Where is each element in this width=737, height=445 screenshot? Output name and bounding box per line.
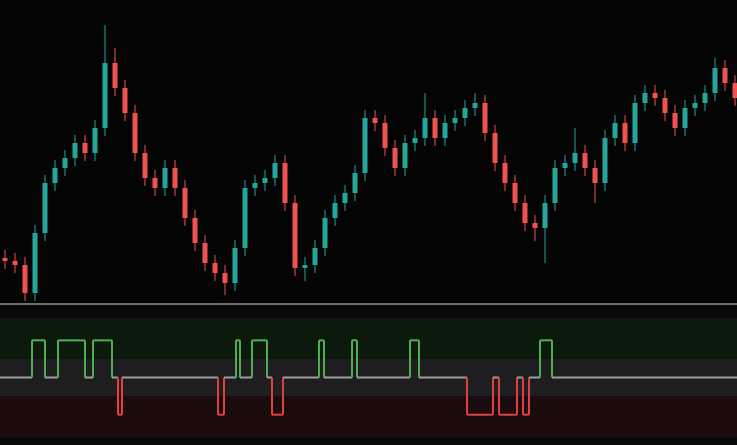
candle-body (302, 265, 308, 268)
candle-body (662, 98, 668, 113)
candle-body (612, 123, 618, 138)
candle-body (502, 163, 508, 183)
candle-body (262, 178, 268, 183)
candle-body (232, 248, 238, 283)
candle-body (692, 103, 698, 108)
candle-body (282, 163, 288, 203)
candle-body (42, 183, 48, 233)
candle-body (72, 143, 78, 158)
candle-body (192, 218, 198, 243)
candle-body (342, 193, 348, 203)
zone-band (0, 396, 737, 437)
candle-body (12, 261, 18, 265)
candle-body (182, 188, 188, 218)
candle-body (382, 123, 388, 148)
candle-body (582, 153, 588, 168)
candle-body (252, 183, 258, 188)
candle-body (332, 203, 338, 218)
candle-body (122, 88, 128, 113)
candle-body (562, 163, 568, 168)
candle-body (672, 113, 678, 128)
candle-body (152, 178, 158, 188)
candle-body (492, 133, 498, 163)
candle-body (142, 153, 148, 178)
candle-body (542, 203, 548, 228)
candle-body (442, 123, 448, 138)
candle-body (512, 183, 518, 203)
candle-body (572, 153, 578, 163)
candle-body (362, 118, 368, 173)
candle-body (682, 108, 688, 128)
candle-body (462, 108, 468, 118)
candle-body (482, 103, 488, 133)
candle-body (702, 93, 708, 103)
candle-body (312, 248, 318, 265)
candle-body (452, 118, 458, 123)
candle-body (212, 263, 218, 273)
candle-body (162, 168, 168, 188)
candle-body (222, 273, 228, 283)
candle-body (2, 258, 8, 261)
candle-body (722, 68, 728, 83)
candle-body (322, 218, 328, 248)
candle-body (22, 265, 28, 293)
candle-body (172, 168, 178, 188)
candle-body (112, 63, 118, 88)
candle-body (652, 93, 658, 98)
candle-body (202, 243, 208, 263)
candle-body (552, 168, 558, 203)
candle-body (352, 173, 358, 193)
candle-body (102, 63, 108, 128)
candle-body (82, 143, 88, 153)
candle-body (272, 163, 278, 178)
candle-body (92, 128, 98, 153)
candle-body (522, 203, 528, 223)
candle-body (62, 158, 68, 168)
candle-body (392, 148, 398, 168)
candle-body (592, 168, 598, 183)
candle-body (642, 93, 648, 103)
candle-body (242, 188, 248, 248)
candle-body (622, 123, 628, 143)
candle-body (372, 118, 378, 123)
candle-body (402, 143, 408, 168)
candle-body (712, 68, 718, 93)
candle-body (632, 103, 638, 143)
candle-body (412, 138, 418, 143)
zone-band (0, 318, 737, 359)
candle-body (532, 223, 538, 228)
candle-body (602, 138, 608, 183)
candle-body (32, 233, 38, 293)
candle-body (732, 83, 737, 98)
candle-body (472, 103, 478, 108)
candle-body (432, 118, 438, 138)
candle-body (292, 203, 298, 268)
candle-body (422, 118, 428, 138)
candle-body (132, 113, 138, 153)
candle-body (52, 168, 58, 183)
